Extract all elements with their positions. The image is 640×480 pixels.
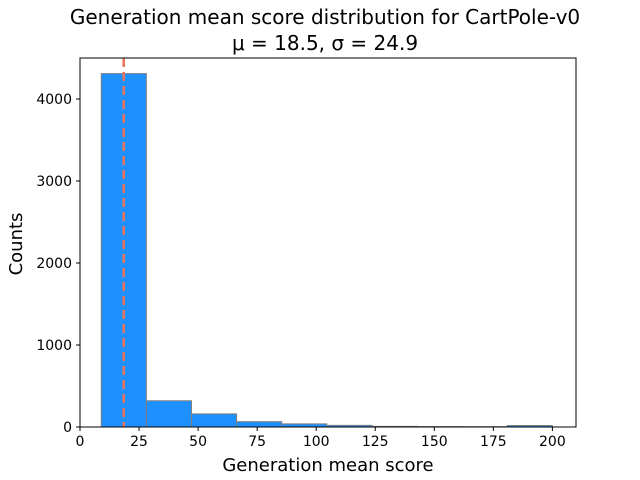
plot-frame	[79, 57, 577, 428]
y-tick-label: 2000	[36, 256, 72, 272]
y-tick-label: 1000	[36, 338, 72, 354]
y-axis-ticks: 0 1000 2000 3000 4000	[36, 92, 80, 436]
x-tick-label: 50	[189, 434, 207, 450]
x-tick-label: 150	[421, 434, 448, 450]
y-axis-label: Counts	[6, 213, 27, 276]
histogram-bar-4	[236, 421, 283, 428]
x-tick-label: 25	[130, 434, 148, 450]
x-tick-label: 100	[303, 434, 330, 450]
x-tick-label: 125	[362, 434, 389, 450]
x-tick-label: 0	[76, 434, 85, 450]
x-axis-ticks: 0 25 50 75 100 125 150 175 200	[76, 427, 566, 450]
bars-group	[100, 73, 553, 428]
y-tick-label: 4000	[36, 92, 72, 108]
histogram-bar-2	[145, 400, 192, 428]
x-tick-label: 175	[480, 434, 507, 450]
y-tick-label: 3000	[36, 174, 72, 190]
histogram-bar-3	[190, 413, 238, 428]
x-tick-label: 75	[248, 434, 266, 450]
x-tick-label: 200	[539, 434, 566, 450]
y-tick-label: 0	[63, 420, 72, 436]
chart-title: Generation mean score distribution for C…	[70, 5, 580, 29]
x-axis-label: Generation mean score	[222, 455, 433, 476]
chart-subtitle: μ = 18.5, σ = 24.9	[232, 31, 418, 55]
